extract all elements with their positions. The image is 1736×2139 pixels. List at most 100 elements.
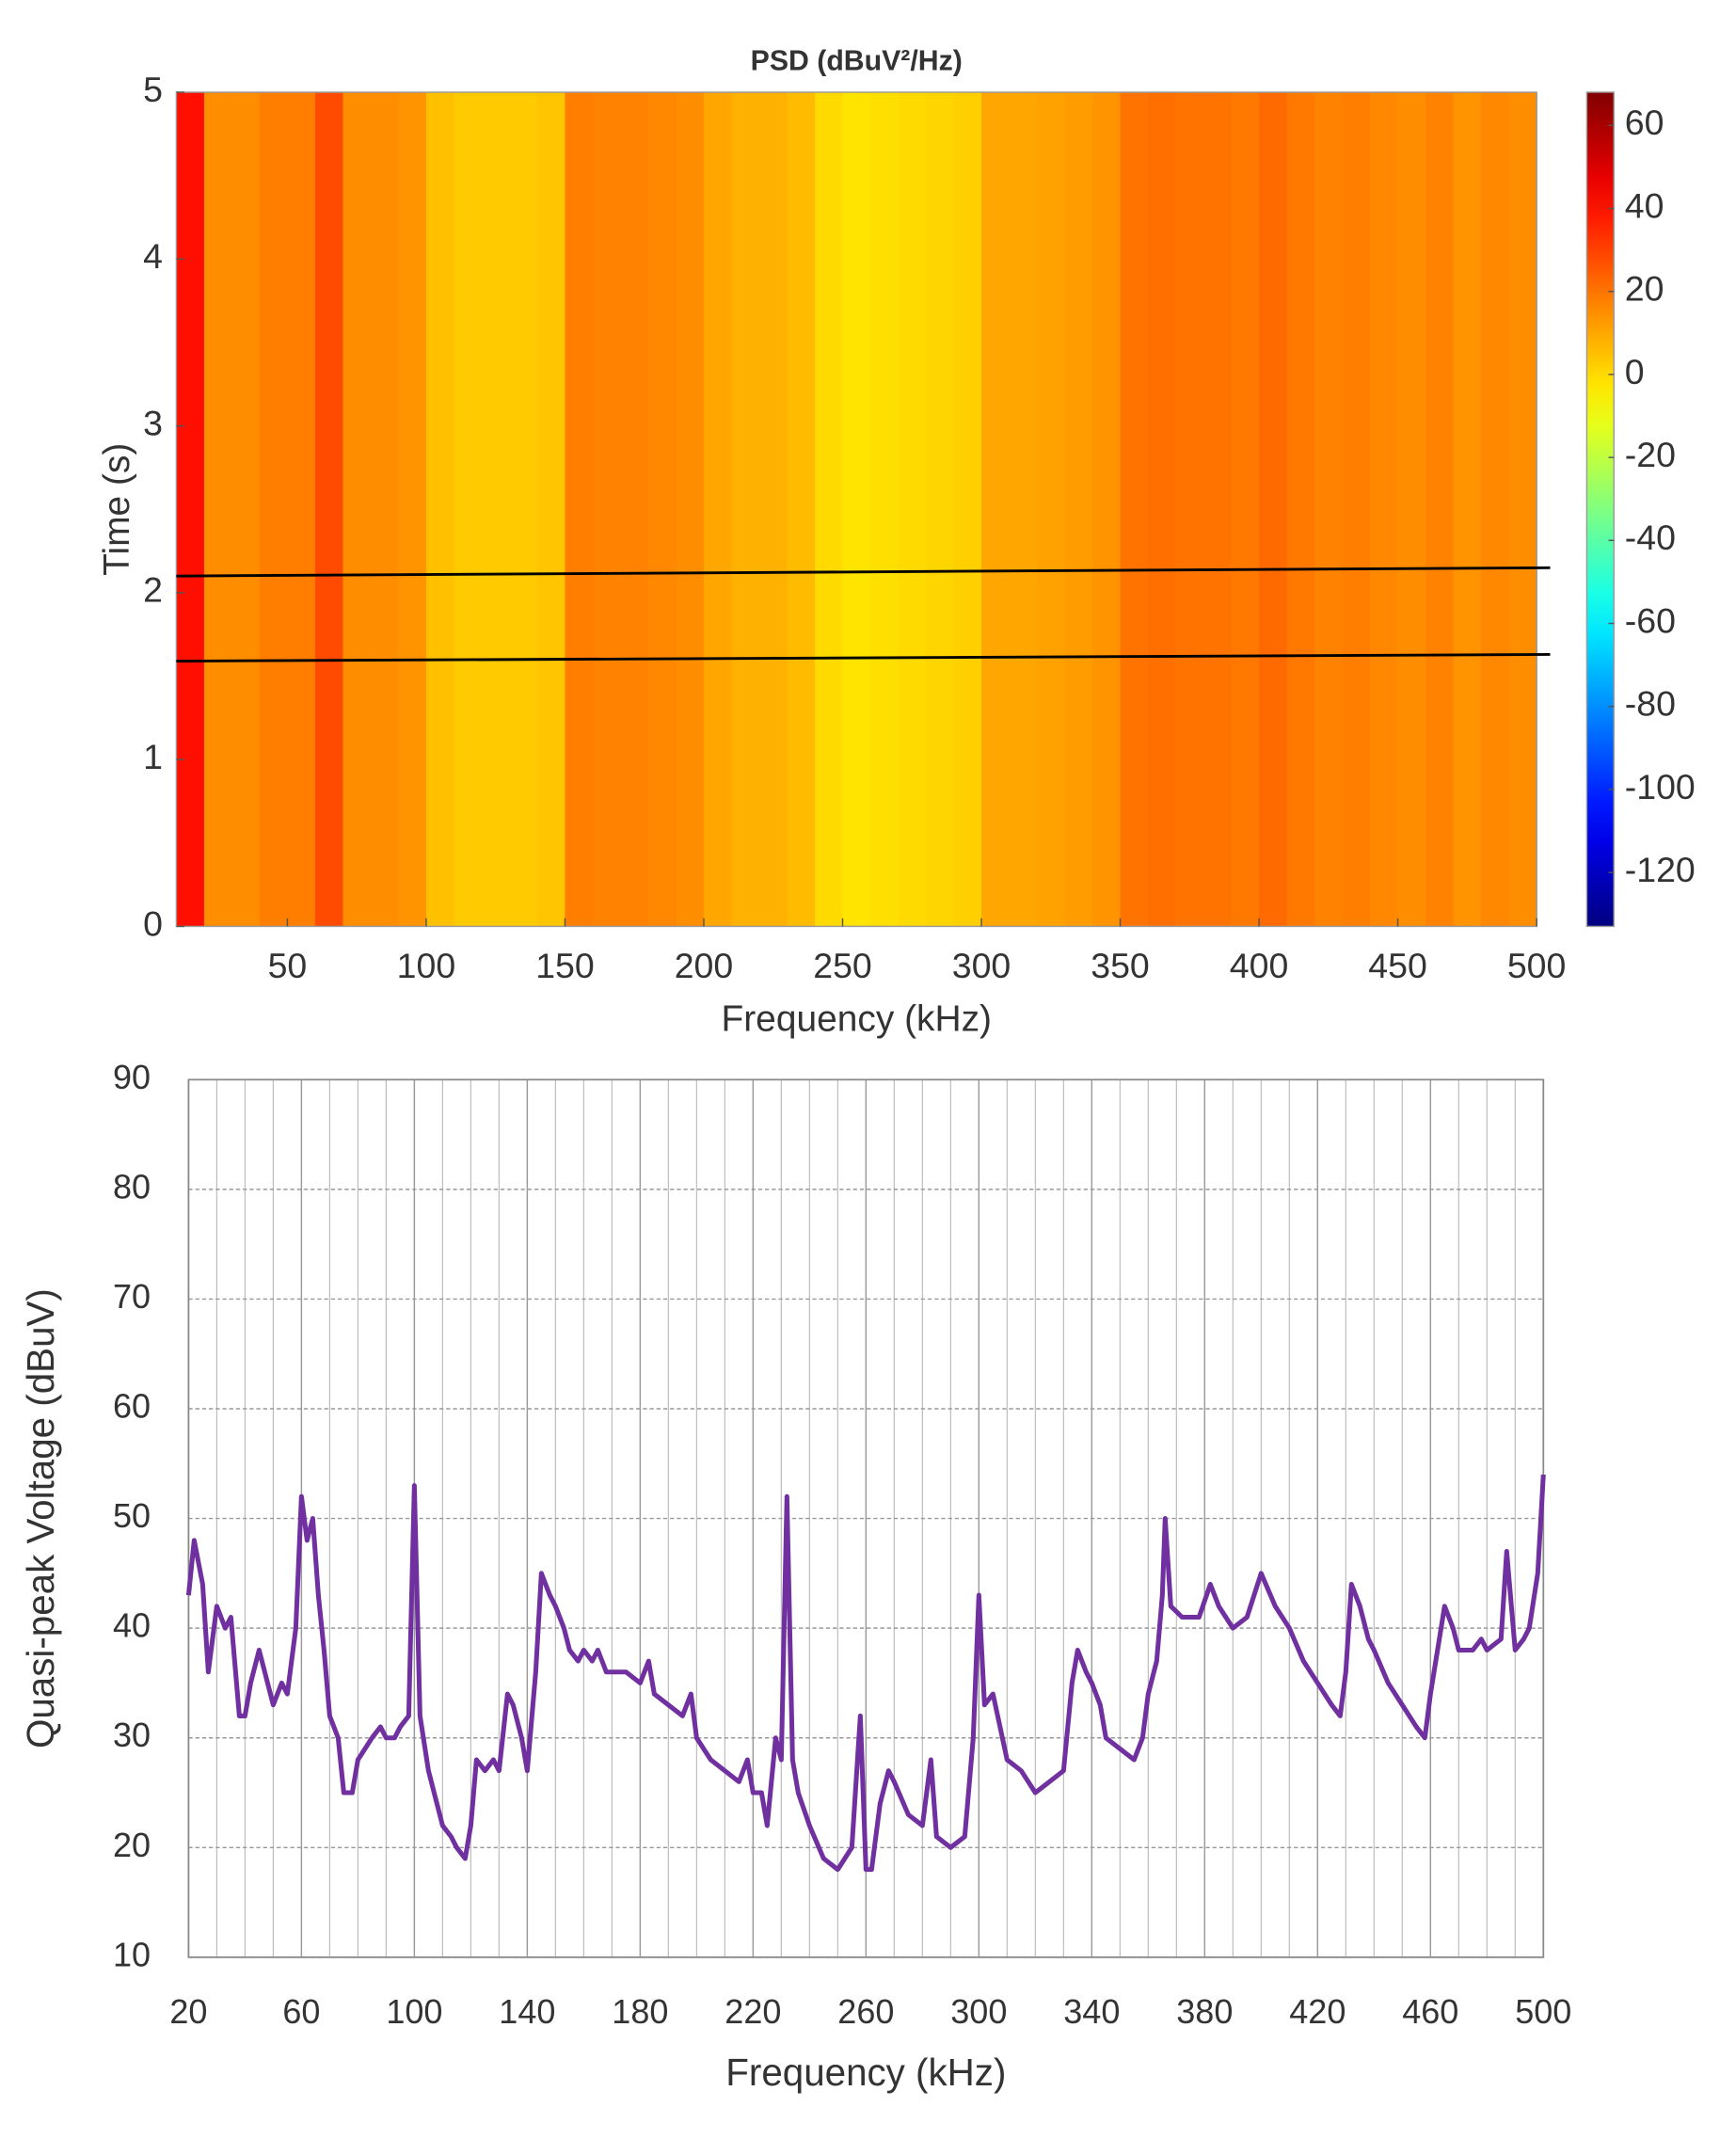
heat-cell xyxy=(1203,92,1233,927)
heat-cell xyxy=(398,92,427,927)
y-tick-label: 0 xyxy=(143,903,163,943)
x-axis-label: Frequency (kHz) xyxy=(721,999,992,1040)
heat-cell xyxy=(647,92,677,927)
x-tick-label: 300 xyxy=(950,1992,1007,2031)
heat-cell xyxy=(176,92,205,927)
heat-cell xyxy=(787,92,816,927)
heat-cell xyxy=(1064,92,1093,927)
heat-cell xyxy=(870,92,900,927)
y-tick-label: 3 xyxy=(143,403,163,442)
heat-cell xyxy=(842,92,871,927)
heat-cell xyxy=(536,92,566,927)
x-tick-label: 500 xyxy=(1507,946,1567,985)
heat-cell xyxy=(1120,92,1149,927)
x-tick-label: 20 xyxy=(169,1992,207,2031)
heat-cell xyxy=(1425,92,1455,927)
x-tick-label: 450 xyxy=(1368,946,1427,985)
x-tick-label: 350 xyxy=(1091,946,1150,985)
y-axis-label: Time (s) xyxy=(97,443,137,576)
x-tick-label: 500 xyxy=(1515,1992,1571,2031)
heat-cell xyxy=(287,92,316,927)
y-tick-label: 20 xyxy=(113,1826,151,1864)
heat-cell xyxy=(898,92,927,927)
heat-cell xyxy=(1259,92,1288,927)
plot-frame xyxy=(175,91,1537,928)
data-line xyxy=(185,1474,1546,1873)
plot-frame xyxy=(187,1078,1545,1958)
x-tick-label: 140 xyxy=(499,1992,555,2031)
heat-cell xyxy=(758,92,788,927)
heat-cell xyxy=(1092,92,1122,927)
y-tick-label: 60 xyxy=(113,1387,151,1426)
y-tick-label: 1 xyxy=(143,737,163,776)
heat-cell xyxy=(1314,92,1344,927)
x-tick-label: 50 xyxy=(268,946,308,985)
x-tick-label: 60 xyxy=(282,1992,320,2031)
heat-cell xyxy=(814,92,844,927)
colorbar-tick-label: -60 xyxy=(1625,600,1676,640)
heat-cell xyxy=(1009,92,1038,927)
heat-cell xyxy=(1148,92,1177,927)
x-axis-label: Frequency (kHz) xyxy=(725,2051,1006,2094)
heat-cell xyxy=(509,92,538,927)
x-tick-label: 380 xyxy=(1176,1992,1233,2031)
x-tick-label: 200 xyxy=(675,946,734,985)
colorbar-tick-label: 20 xyxy=(1625,269,1664,309)
colorbar-tick-label: 60 xyxy=(1625,103,1664,142)
heat-cell xyxy=(1037,92,1066,927)
x-tick-label: 100 xyxy=(397,946,456,985)
heat-cell xyxy=(425,92,455,927)
colorbar-tick-label: 0 xyxy=(1625,352,1645,391)
y-tick-label: 10 xyxy=(113,1935,151,1973)
heat-cell xyxy=(454,92,483,927)
heat-cell xyxy=(703,92,733,927)
heat-cell xyxy=(1370,92,1399,927)
heat-cell xyxy=(1342,92,1371,927)
heat-cell xyxy=(981,92,1011,927)
x-tick-label: 400 xyxy=(1230,946,1289,985)
heat-cell xyxy=(1508,92,1537,927)
colorbar-tick-label: -100 xyxy=(1625,767,1696,806)
x-tick-label: 100 xyxy=(386,1992,442,2031)
x-tick-label: 460 xyxy=(1402,1992,1458,2031)
heat-cell xyxy=(1397,92,1426,927)
x-tick-label: 220 xyxy=(725,1992,781,2031)
heat-cell xyxy=(676,92,705,927)
annotation-line xyxy=(176,653,1551,662)
heat-cell xyxy=(565,92,594,927)
heat-cell xyxy=(1231,92,1260,927)
x-tick-label: 300 xyxy=(952,946,1011,985)
heat-cell xyxy=(1175,92,1204,927)
heat-cell xyxy=(1481,92,1510,927)
heat-cell xyxy=(481,92,511,927)
y-tick-label: 2 xyxy=(143,570,163,610)
y-tick-label: 5 xyxy=(143,70,163,109)
x-tick-label: 260 xyxy=(837,1992,894,2031)
heat-cell xyxy=(592,92,622,927)
colorbar-tick-label: 40 xyxy=(1625,185,1664,225)
chart-title: PSD (dBuV²/Hz) xyxy=(751,45,963,76)
x-tick-label: 180 xyxy=(612,1992,668,2031)
y-tick-label: 4 xyxy=(143,236,163,276)
heat-cell xyxy=(231,92,261,927)
x-tick-label: 150 xyxy=(535,946,595,985)
y-tick-label: 50 xyxy=(113,1496,151,1535)
y-tick-label: 40 xyxy=(113,1606,151,1645)
x-tick-label: 340 xyxy=(1063,1992,1120,2031)
colorbar xyxy=(1585,91,1615,928)
colorbar-tick-label: -20 xyxy=(1625,435,1676,474)
y-axis-label: Quasi-peak Voltage (dBuV) xyxy=(19,1288,62,1748)
annotation-line xyxy=(176,566,1551,578)
heat-cell xyxy=(1453,92,1482,927)
heat-cell xyxy=(731,92,760,927)
colorbar-tick-label: -40 xyxy=(1625,518,1676,557)
heat-cell xyxy=(926,92,955,927)
y-tick-label: 80 xyxy=(113,1167,151,1205)
y-tick-label: 90 xyxy=(113,1058,151,1096)
heat-cell xyxy=(314,92,344,927)
y-tick-label: 70 xyxy=(113,1277,151,1316)
heat-cell xyxy=(953,92,982,927)
heat-cell xyxy=(342,92,372,927)
heat-cell xyxy=(1286,92,1315,927)
